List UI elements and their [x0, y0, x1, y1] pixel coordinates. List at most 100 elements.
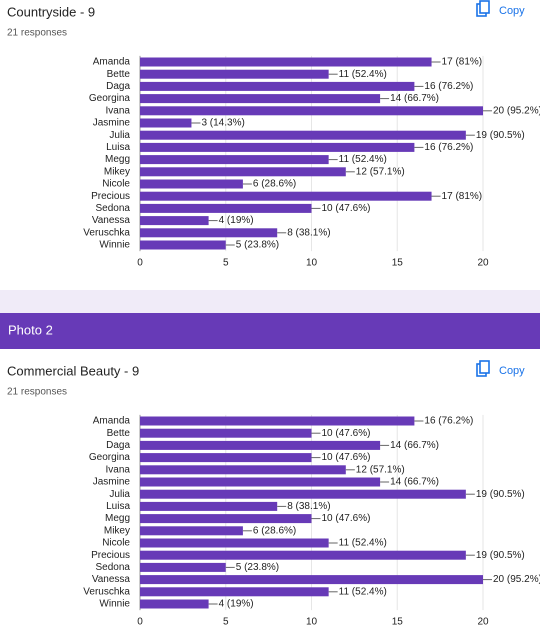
- bar: [140, 428, 312, 438]
- category-label: Winnie: [99, 599, 130, 610]
- x-tick-label: 15: [392, 617, 404, 628]
- gap: [0, 290, 540, 313]
- bar: [140, 203, 312, 213]
- section-title: Commercial Beauty - 9: [7, 363, 139, 378]
- copy-button[interactable]: Copy: [476, 360, 525, 377]
- copy-label[interactable]: Copy: [499, 365, 525, 377]
- bar: [140, 599, 209, 609]
- category-label: Ivana: [106, 464, 131, 475]
- category-label: Nicole: [102, 538, 130, 549]
- category-label: Jasmine: [93, 477, 131, 488]
- category-label: Jasmine: [93, 118, 131, 129]
- category-label: Bette: [107, 69, 131, 80]
- value-label: 10 (47.6%): [322, 203, 371, 214]
- category-label: Luisa: [106, 501, 130, 512]
- bar: [140, 106, 483, 116]
- bar: [140, 81, 415, 91]
- value-label: 4 (19%): [219, 599, 254, 610]
- category-label: Julia: [109, 489, 130, 500]
- bar: [140, 179, 243, 189]
- value-label: 17 (81%): [442, 191, 483, 202]
- value-label: 20 (95.2%): [493, 574, 540, 585]
- bar: [140, 562, 226, 572]
- bar: [140, 69, 329, 79]
- category-label: Vanessa: [92, 215, 131, 226]
- bar: [140, 167, 346, 177]
- category-label: Amanda: [93, 416, 131, 427]
- category-label: Veruschka: [83, 586, 130, 597]
- bar: [140, 57, 432, 67]
- category-label: Georgina: [89, 452, 131, 463]
- value-label: 5 (23.8%): [236, 240, 279, 251]
- value-label: 8 (38.1%): [287, 501, 330, 512]
- banner: [0, 313, 540, 349]
- section-title: Countryside - 9: [7, 4, 95, 19]
- banner-title: Photo 2: [8, 322, 53, 337]
- value-label: 16 (76.2%): [424, 81, 473, 92]
- category-label: Megg: [105, 513, 130, 524]
- x-tick-label: 5: [223, 617, 229, 628]
- category-label: Winnie: [99, 240, 130, 251]
- value-label: 11 (52.4%): [339, 586, 387, 597]
- category-label: Amanda: [93, 57, 131, 68]
- bar: [140, 501, 278, 511]
- bar: [140, 94, 381, 104]
- value-label: 16 (76.2%): [424, 416, 473, 427]
- value-label: 3 (14.3%): [201, 118, 244, 129]
- bar: [140, 550, 466, 560]
- category-label: Sedona: [96, 562, 131, 573]
- bar: [140, 465, 346, 475]
- value-label: 12 (57.1%): [356, 166, 405, 177]
- responses: 21 responses: [7, 28, 67, 39]
- value-label: 5 (23.8%): [236, 562, 279, 573]
- bar: [140, 538, 329, 548]
- value-label: 16 (76.2%): [424, 142, 473, 153]
- value-label: 10 (47.6%): [322, 452, 371, 463]
- value-label: 4 (19%): [219, 215, 254, 226]
- bar: [140, 216, 209, 226]
- value-label: 8 (38.1%): [287, 227, 330, 238]
- bar: [140, 142, 415, 152]
- responses: 21 responses: [7, 387, 67, 398]
- value-label: 11 (52.4%): [339, 69, 387, 80]
- bar: [140, 453, 312, 463]
- category-label: Veruschka: [83, 227, 130, 238]
- bar: [140, 191, 432, 201]
- category-label: Julia: [109, 130, 130, 141]
- category-label: Luisa: [106, 142, 130, 153]
- value-label: 12 (57.1%): [356, 464, 405, 475]
- copy-button[interactable]: Copy: [476, 0, 525, 17]
- value-label: 19 (90.5%): [476, 130, 525, 141]
- bar: [140, 118, 192, 128]
- category-label: Ivana: [106, 105, 131, 116]
- x-tick-label: 15: [392, 258, 404, 269]
- x-tick-label: 5: [223, 258, 229, 269]
- bar: [140, 514, 312, 524]
- value-label: 6 (28.6%): [253, 179, 296, 190]
- value-label: 17 (81%): [442, 57, 483, 68]
- copy-label[interactable]: Copy: [499, 5, 525, 17]
- value-label: 14 (66.7%): [390, 477, 439, 488]
- bar: [140, 155, 329, 165]
- value-label: 11 (52.4%): [339, 538, 387, 549]
- value-label: 11 (52.4%): [339, 154, 387, 165]
- category-label: Mikey: [104, 525, 130, 536]
- category-label: Precious: [91, 550, 130, 561]
- category-label: Sedona: [96, 203, 131, 214]
- x-tick-label: 10: [306, 617, 318, 628]
- value-label: 14 (66.7%): [390, 440, 439, 451]
- category-label: Daga: [106, 81, 130, 92]
- category-label: Daga: [106, 440, 130, 451]
- bar: [140, 489, 466, 499]
- category-label: Mikey: [104, 166, 130, 177]
- category-label: Nicole: [102, 179, 130, 190]
- value-label: 14 (66.7%): [390, 93, 439, 104]
- bar: [140, 440, 381, 450]
- value-label: 10 (47.6%): [322, 428, 371, 439]
- bar: [140, 130, 466, 140]
- category-label: Precious: [91, 191, 130, 202]
- value-label: 20 (95.2%): [493, 105, 540, 116]
- value-label: 10 (47.6%): [322, 513, 371, 524]
- category-label: Megg: [105, 154, 130, 165]
